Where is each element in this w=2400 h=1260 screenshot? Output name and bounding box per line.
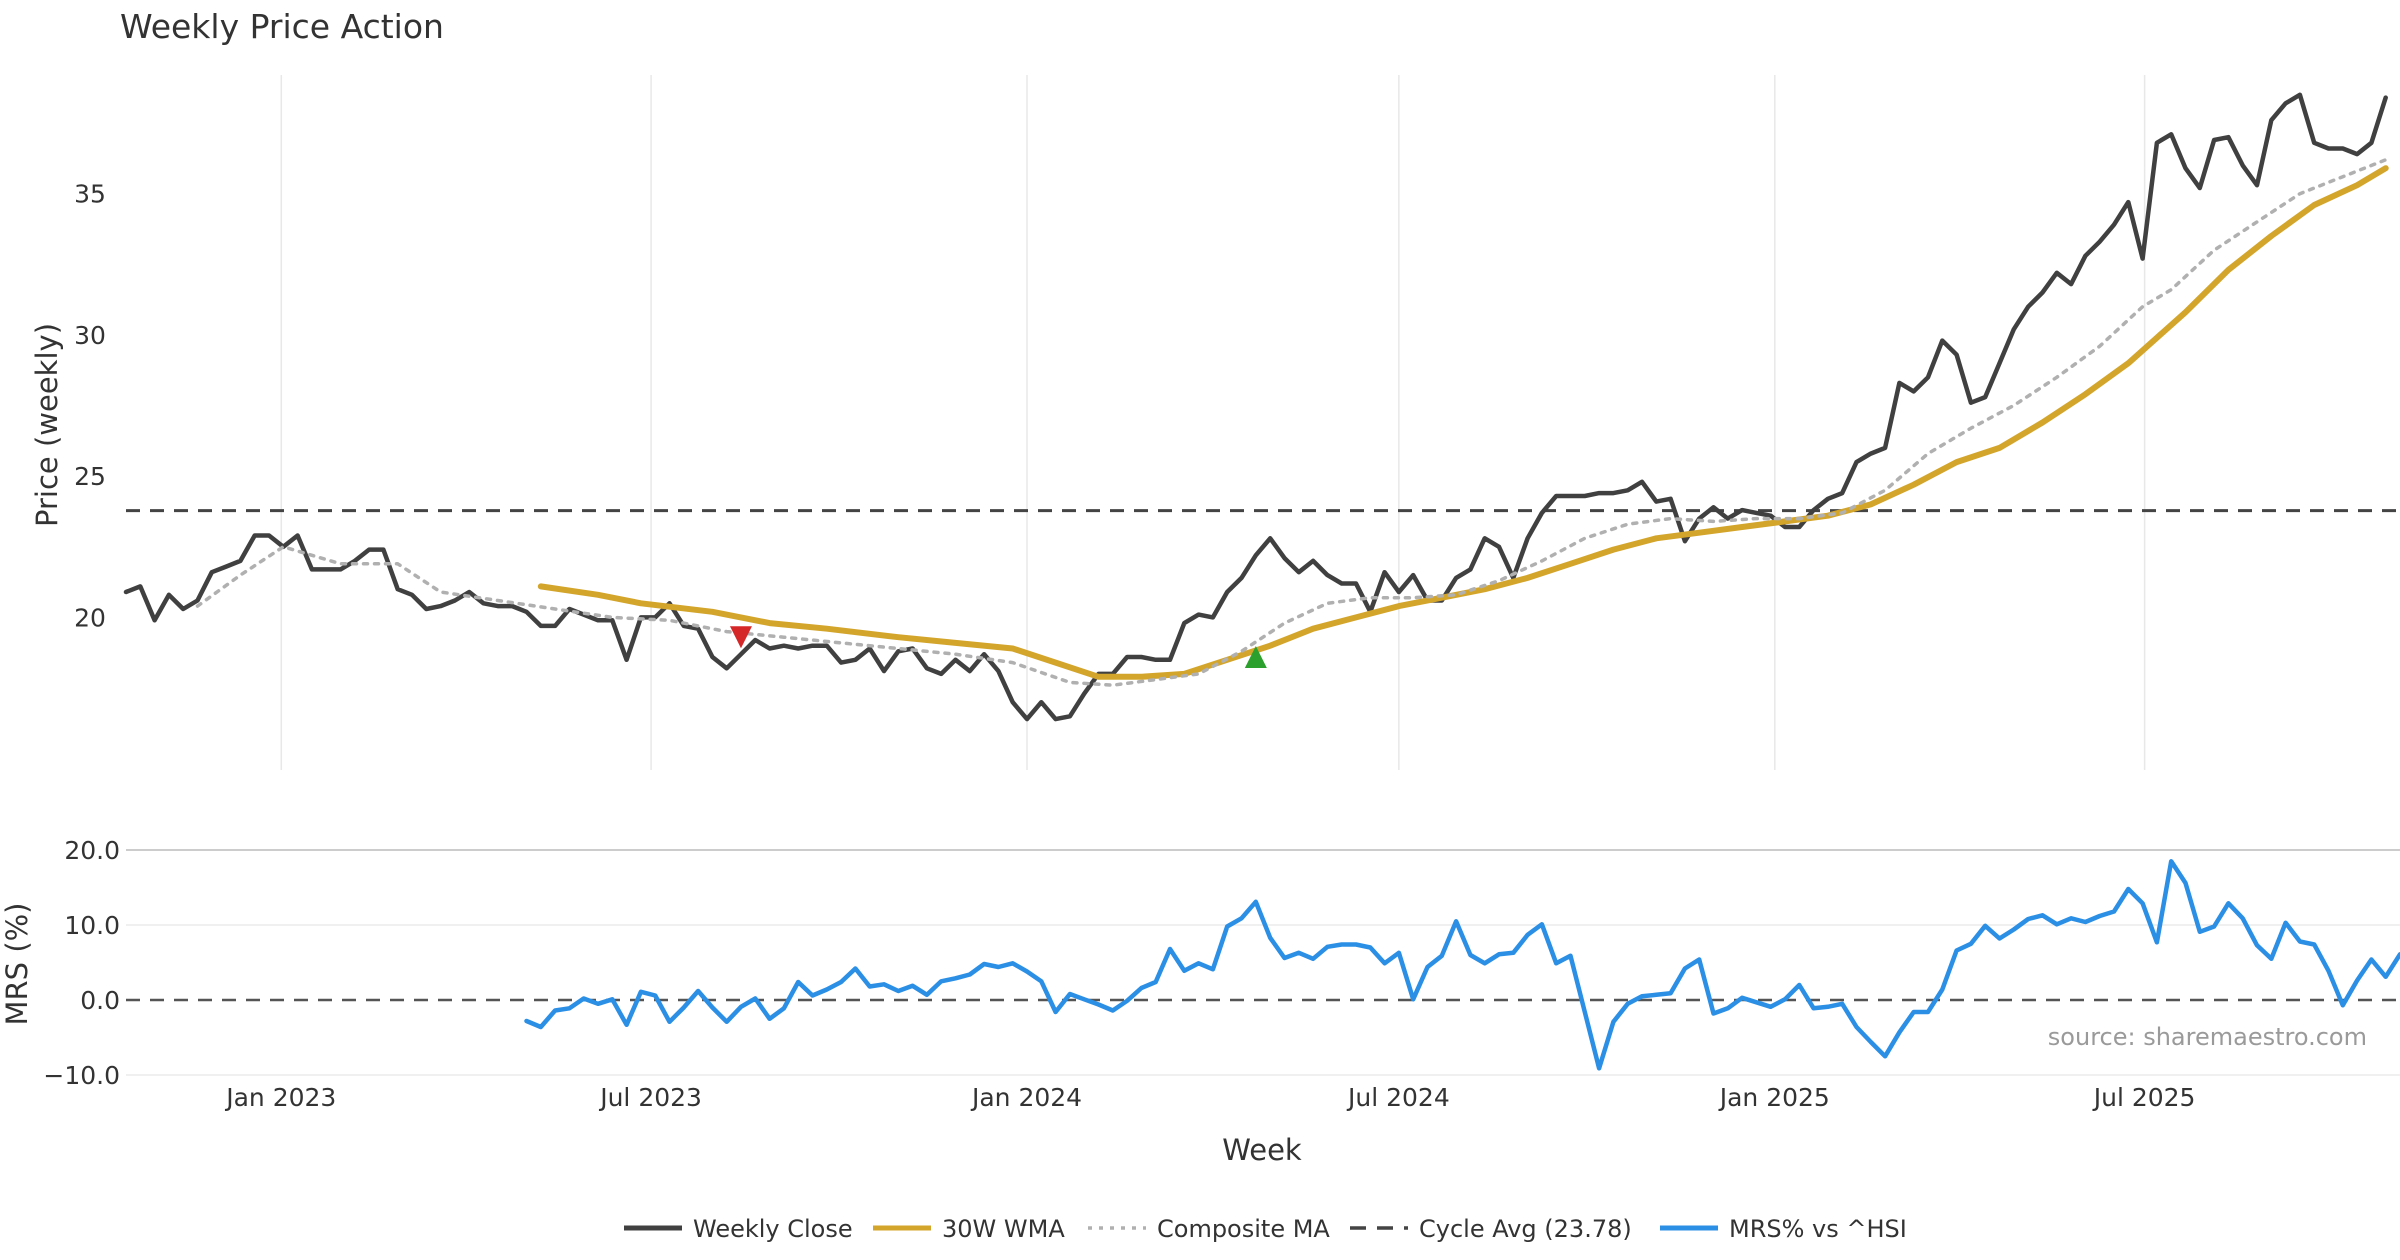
30w-wma-line [537, 165, 2389, 680]
mrs-y-tick-1: 0.0 [80, 986, 120, 1015]
sell-signal-marker [729, 626, 752, 649]
price-panel: Weekly Price Action 20 25 30 35 Price (week… [30, 7, 2400, 770]
mrs-y-label: MRS (%) [0, 903, 34, 1026]
source-credit: source: sharemaestro.com [2048, 1023, 2367, 1051]
price-y-label: Price (weekly) [30, 323, 64, 527]
price-y-tick-2: 30 [74, 321, 106, 350]
mrs-series [524, 859, 2400, 1071]
price-y-ticks: 20 25 30 35 [74, 180, 106, 633]
x-axis-label: Week [1222, 1133, 1302, 1167]
price-series [123, 92, 2389, 722]
mrs-panel: −10.0 0.0 10.0 20.0 MRS (%) source: sharema… [0, 836, 2400, 1090]
signal-markers [729, 626, 1267, 668]
legend: Weekly Close 30W WMA Composite MA Cycle Avg… [624, 1215, 1907, 1243]
legend-item-4: MRS% vs ^HSI [1660, 1215, 1907, 1243]
legend-label-0: Weekly Close [693, 1215, 853, 1243]
mrs-y-tick-0: −10.0 [43, 1061, 120, 1090]
x-tick-3: Jul 2024 [1346, 1083, 1450, 1112]
legend-label-1: 30W WMA [942, 1215, 1065, 1243]
price-y-tick-1: 25 [74, 462, 106, 491]
composite-ma-line [195, 158, 2388, 687]
legend-item-0: Weekly Close [624, 1215, 853, 1243]
legend-label-4: MRS% vs ^HSI [1729, 1215, 1907, 1243]
chart-title: Weekly Price Action [120, 7, 444, 46]
x-tick-4: Jan 2025 [1718, 1083, 1830, 1112]
price-y-tick-0: 20 [74, 603, 106, 632]
weekly-close-line [123, 92, 2388, 722]
x-tick-0: Jan 2023 [224, 1083, 336, 1112]
legend-label-3: Cycle Avg (23.78) [1419, 1215, 1632, 1243]
legend-label-2: Composite MA [1157, 1215, 1330, 1243]
x-tick-2: Jan 2024 [970, 1083, 1082, 1112]
mrs-line [524, 859, 2400, 1071]
x-tick-5: Jul 2025 [2092, 1083, 2196, 1112]
mrs-y-tick-3: 20.0 [64, 836, 120, 865]
mrs-y-ticks: −10.0 0.0 10.0 20.0 [43, 836, 120, 1090]
mrs-y-tick-2: 10.0 [64, 911, 120, 940]
legend-item-3: Cycle Avg (23.78) [1350, 1215, 1632, 1243]
price-gridlines [280, 75, 2146, 770]
price-y-tick-3: 35 [74, 180, 106, 209]
legend-item-1: 30W WMA [873, 1215, 1065, 1243]
x-axis-ticks: Jan 2023 Jul 2023 Jan 2024 Jul 2024 Jan 2025… [224, 1083, 2195, 1112]
x-tick-1: Jul 2023 [598, 1083, 702, 1112]
buy-signal-marker [1244, 645, 1267, 668]
legend-item-2: Composite MA [1088, 1215, 1330, 1243]
